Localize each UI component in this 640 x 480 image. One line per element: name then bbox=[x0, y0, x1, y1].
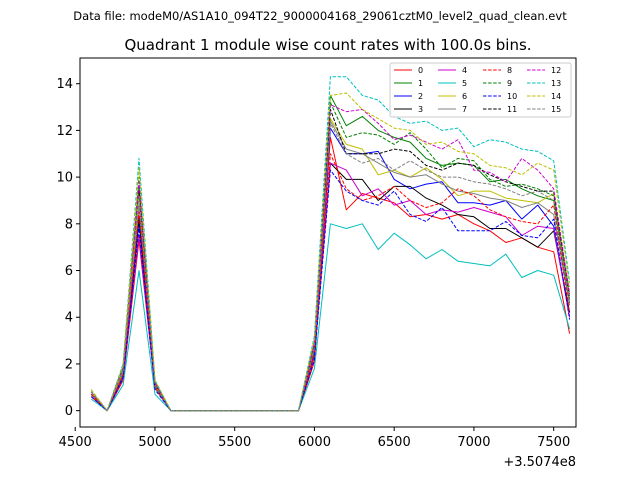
plot-area: 4500 5000 5500 6000 6500 7000 7500 02468101214… bbox=[56, 57, 577, 450]
y-tick-label: 8 bbox=[65, 217, 73, 232]
x-tick-label: 4500 bbox=[59, 435, 92, 450]
legend-box bbox=[389, 62, 572, 118]
legend-label-7: 7 bbox=[462, 105, 467, 114]
y-tick-label: 4 bbox=[65, 311, 73, 326]
legend-label-3: 3 bbox=[418, 105, 423, 114]
legend-label-14: 14 bbox=[551, 92, 561, 101]
legend-label-1: 1 bbox=[418, 79, 423, 88]
legend-label-9: 9 bbox=[507, 79, 512, 88]
y-tick-label: 0 bbox=[65, 404, 73, 419]
x-tick-label: 5500 bbox=[218, 435, 251, 450]
y-tick-label: 14 bbox=[56, 77, 73, 92]
series-layer bbox=[90, 76, 571, 412]
legend-label-15: 15 bbox=[551, 105, 561, 114]
legend-label-4: 4 bbox=[462, 66, 467, 75]
y-tick-label: 12 bbox=[56, 124, 73, 139]
y-tick-label: 2 bbox=[65, 357, 73, 372]
y-axis: 0 2 4 6 8 10 12 14 bbox=[56, 77, 80, 419]
series-line-15 bbox=[90, 122, 571, 412]
chart-title: Quadrant 1 module wise count rates with … bbox=[124, 36, 531, 54]
y-tick-label: 10 bbox=[56, 171, 73, 186]
legend-label-10: 10 bbox=[507, 92, 517, 101]
legend-label-5: 5 bbox=[462, 79, 467, 88]
axes-frame bbox=[79, 57, 577, 428]
legend-label-2: 2 bbox=[418, 92, 423, 101]
chart-subtitle: Data file: modeM0/AS1A10_094T22_90000041… bbox=[73, 9, 567, 23]
series-line-10 bbox=[90, 169, 571, 412]
x-tick-label: 6000 bbox=[298, 435, 331, 450]
legend-label-0: 0 bbox=[418, 66, 423, 75]
x-tick-label: 7000 bbox=[457, 435, 490, 450]
x-tick-label: 7500 bbox=[537, 435, 570, 450]
x-tick-label: 5000 bbox=[138, 435, 171, 450]
legend-label-6: 6 bbox=[462, 92, 467, 101]
legend-label-8: 8 bbox=[507, 66, 512, 75]
x-axis: 4500 5000 5500 6000 6500 7000 7500 bbox=[59, 427, 570, 450]
legend-label-11: 11 bbox=[507, 105, 517, 114]
legend-label-13: 13 bbox=[551, 79, 561, 88]
series-line-14 bbox=[90, 92, 571, 412]
series-line-13 bbox=[90, 76, 571, 412]
legend-label-12: 12 bbox=[551, 66, 561, 75]
y-tick-label: 6 bbox=[65, 264, 73, 279]
series-line-11 bbox=[90, 108, 571, 412]
x-tick-label: 6500 bbox=[378, 435, 411, 450]
x-offset-label: +3.5074e8 bbox=[503, 455, 576, 470]
